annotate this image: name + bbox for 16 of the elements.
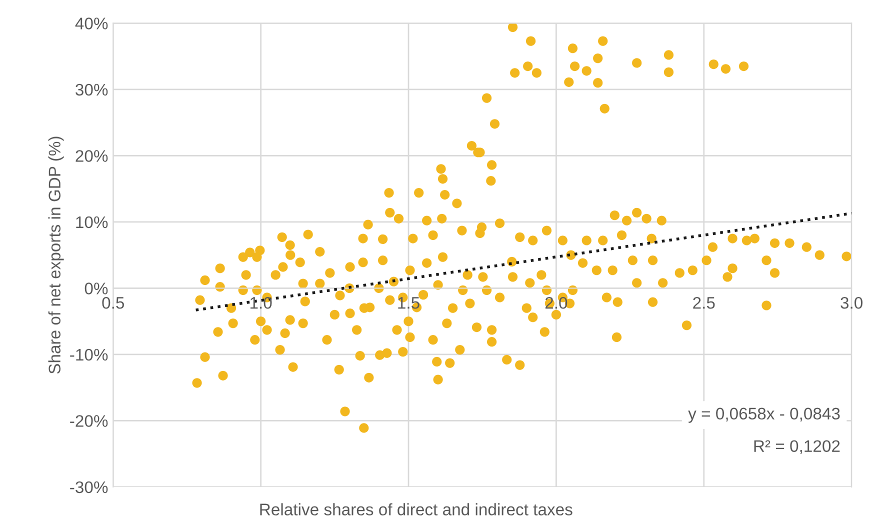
annotation: R² = 0,1202 (754, 440, 840, 454)
y-tick-label: 10% (76, 216, 108, 228)
x-tick-label: 1.0 (250, 296, 272, 309)
y-tick-label: 0% (84, 282, 108, 294)
x-tick-label: 0.5 (102, 296, 124, 309)
annotation: y = 0,0658x - 0,0843 (688, 408, 840, 423)
y-tick-label: 40% (75, 18, 108, 30)
y-tick-label: 20% (76, 150, 108, 162)
x-tick-label: 2.5 (693, 296, 715, 309)
x-tick-label: 3.0 (840, 296, 862, 309)
y-tick-label: -10% (70, 348, 108, 361)
x-axis-title: Relative shares of direct and indirect taxes (260, 503, 572, 516)
y-tick-label: -20% (70, 415, 108, 427)
y-tick-label: -30% (70, 481, 108, 494)
y-tick-label: 30% (76, 84, 108, 96)
y-axis-title: Share of net exports in GDP (%) (48, 136, 64, 374)
